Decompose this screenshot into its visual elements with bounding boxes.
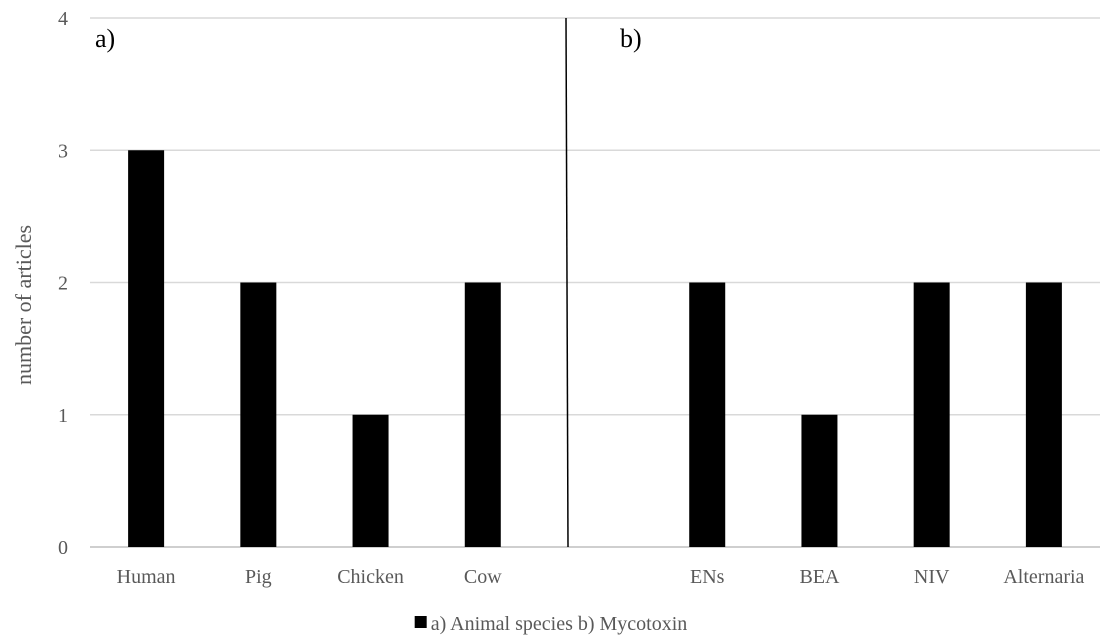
panel-divider xyxy=(565,17,569,548)
x-tick-label: ENs xyxy=(690,566,725,588)
y-tick-label: 0 xyxy=(58,537,68,559)
legend-label: a) Animal species b) Mycotoxin xyxy=(431,613,688,635)
x-tick-label: Chicken xyxy=(337,566,404,588)
bar-cow xyxy=(464,282,501,547)
x-tick-label: BEA xyxy=(799,566,840,588)
y-tick-label: 3 xyxy=(58,140,68,162)
panel-label-b: b) xyxy=(620,24,642,53)
y-tick-label: 1 xyxy=(58,405,68,427)
x-tick-label: Human xyxy=(117,566,176,588)
labels: 0 1 2 3 4 Human Pig Chicken Cow ENs BEA NIV Alternar… xyxy=(11,8,1085,635)
x-tick-label: Cow xyxy=(464,566,502,588)
x-tick-label: NIV xyxy=(914,566,950,588)
bar-human xyxy=(128,150,165,547)
bar-pig xyxy=(240,282,277,547)
legend-swatch xyxy=(414,616,427,628)
bars xyxy=(128,150,1062,547)
x-tick-label: Alternaria xyxy=(1003,566,1084,588)
bar-niv xyxy=(913,282,950,547)
panel-label-a: a) xyxy=(95,24,115,53)
bar-ens xyxy=(689,282,726,547)
bar-bea xyxy=(801,414,838,547)
y-axis-title: number of articles xyxy=(11,225,36,385)
y-tick-label: 4 xyxy=(58,8,68,30)
y-tick-label: 2 xyxy=(58,273,68,295)
x-tick-label: Pig xyxy=(245,566,272,588)
bar-chicken xyxy=(352,414,389,547)
axes xyxy=(565,17,569,548)
bar-alternaria xyxy=(1025,282,1062,547)
